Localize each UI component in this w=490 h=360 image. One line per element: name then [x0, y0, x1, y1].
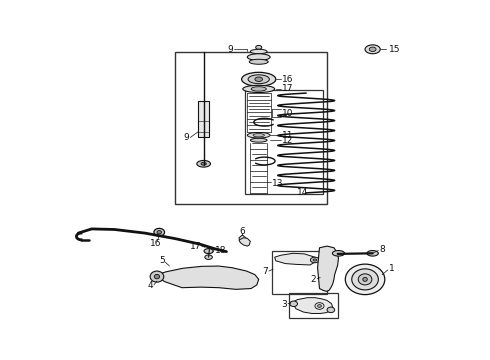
Ellipse shape [363, 278, 368, 281]
Ellipse shape [365, 45, 380, 54]
Text: 1: 1 [389, 264, 394, 273]
Text: 16: 16 [149, 239, 161, 248]
Ellipse shape [150, 271, 164, 282]
Ellipse shape [197, 161, 211, 167]
Bar [245, 90, 323, 194]
Ellipse shape [358, 274, 372, 285]
Ellipse shape [250, 49, 267, 54]
Text: 4: 4 [147, 281, 153, 290]
Polygon shape [155, 266, 259, 289]
Ellipse shape [242, 72, 276, 86]
Text: 18: 18 [215, 246, 226, 255]
Text: 2: 2 [311, 275, 317, 284]
Polygon shape [239, 238, 250, 246]
Polygon shape [275, 253, 316, 265]
Text: 12: 12 [281, 136, 293, 145]
Ellipse shape [352, 269, 378, 290]
Ellipse shape [253, 134, 265, 137]
Text: 14: 14 [297, 188, 308, 197]
Ellipse shape [255, 77, 263, 81]
Polygon shape [318, 246, 339, 291]
Text: 7: 7 [263, 266, 268, 275]
Text: 8: 8 [379, 245, 385, 254]
Ellipse shape [367, 251, 378, 256]
Text: 6: 6 [240, 227, 245, 236]
Ellipse shape [332, 251, 344, 256]
Ellipse shape [247, 54, 270, 60]
Ellipse shape [250, 138, 267, 142]
Text: 10: 10 [281, 109, 293, 118]
Ellipse shape [315, 303, 324, 309]
Ellipse shape [327, 307, 335, 312]
Ellipse shape [157, 231, 162, 234]
Text: 16: 16 [281, 75, 293, 84]
Ellipse shape [310, 257, 319, 263]
Text: 15: 15 [389, 45, 400, 54]
Text: 3: 3 [281, 300, 287, 309]
Ellipse shape [247, 132, 270, 138]
Bar [198, 102, 209, 138]
Ellipse shape [318, 305, 321, 307]
Ellipse shape [201, 162, 206, 165]
Text: 9: 9 [184, 133, 190, 142]
Ellipse shape [249, 59, 268, 64]
Ellipse shape [345, 264, 385, 294]
Text: 17: 17 [281, 85, 293, 94]
Ellipse shape [248, 75, 270, 84]
Ellipse shape [154, 274, 160, 279]
Ellipse shape [290, 301, 297, 306]
Bar [175, 51, 327, 204]
Text: 11: 11 [281, 131, 293, 140]
Ellipse shape [313, 259, 317, 261]
Ellipse shape [251, 87, 267, 91]
Text: 5: 5 [159, 256, 165, 265]
Text: 9: 9 [227, 45, 233, 54]
Bar [272, 251, 327, 294]
Bar [289, 293, 339, 318]
Ellipse shape [243, 85, 275, 93]
Ellipse shape [205, 255, 212, 260]
Polygon shape [292, 298, 333, 314]
Ellipse shape [154, 228, 165, 236]
Ellipse shape [369, 47, 376, 51]
Text: 17: 17 [190, 242, 201, 251]
Polygon shape [239, 235, 246, 242]
Ellipse shape [204, 249, 213, 253]
Ellipse shape [256, 45, 262, 49]
Text: 13: 13 [272, 179, 284, 188]
